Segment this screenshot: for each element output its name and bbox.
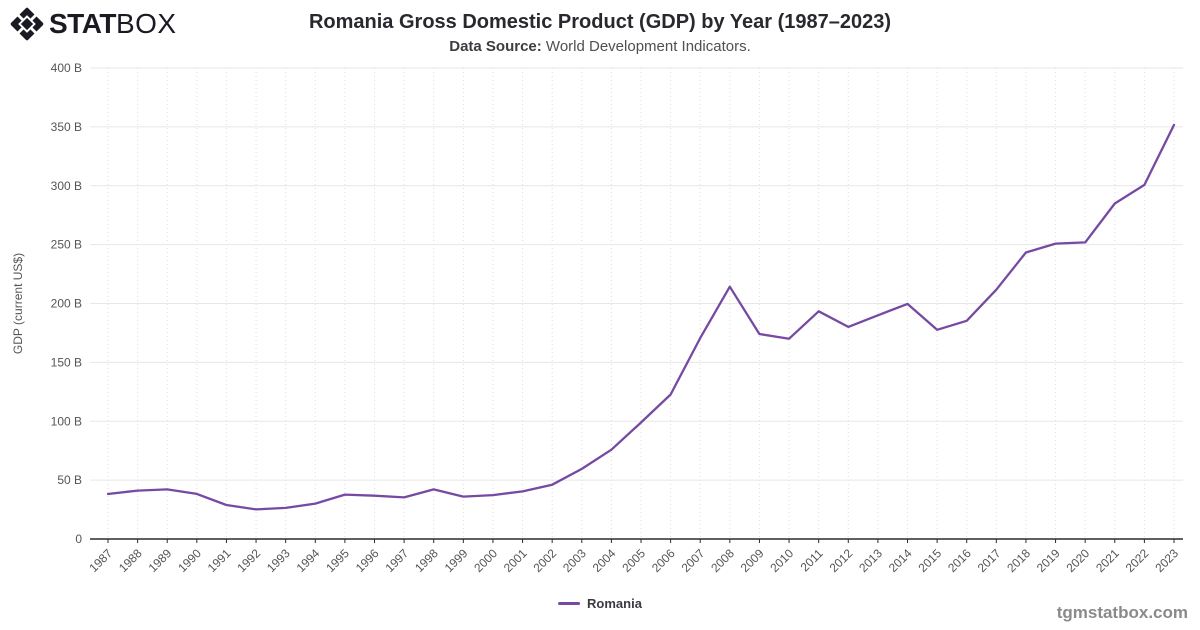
y-tick-label: 0	[75, 532, 82, 546]
subtitle-label: Data Source:	[449, 38, 542, 55]
x-tick-label: 2019	[1034, 546, 1063, 575]
x-tick-label: 2002	[531, 546, 560, 575]
legend-line-swatch	[558, 602, 581, 605]
x-tick-label: 2020	[1064, 546, 1093, 575]
x-tick-label: 2016	[945, 546, 974, 575]
x-tick-label: 1997	[382, 546, 411, 575]
x-tick-label: 2007	[679, 546, 708, 575]
statbox-logo-text: STATBOX	[49, 7, 177, 41]
x-tick-label: 2010	[767, 546, 796, 575]
x-tick-label: 1994	[294, 546, 323, 575]
x-tick-label: 2011	[798, 546, 826, 574]
x-tick-label: 1998	[412, 546, 441, 575]
y-tick-label: 400 B	[51, 61, 82, 75]
y-tick-label: 300 B	[51, 179, 82, 193]
x-tick-label: 2014	[886, 546, 915, 575]
x-tick-label: 1999	[442, 546, 471, 575]
y-tick-label: 150 B	[51, 355, 82, 369]
logo-box-text: BOX	[115, 8, 177, 39]
series-line-romania	[106, 123, 1176, 511]
x-tick-label: 2022	[1123, 546, 1152, 575]
x-tick-label: 2009	[738, 546, 767, 575]
x-tick-label: 2003	[560, 546, 589, 575]
x-tick-label: 2008	[708, 546, 737, 575]
logo-stat-text: STAT	[49, 8, 116, 39]
x-tick-label: 2000	[471, 546, 500, 575]
x-tick-label: 2005	[619, 546, 648, 575]
x-tick-label: 1996	[353, 546, 382, 575]
page-title: Romania Gross Domestic Product (GDP) by …	[308, 11, 892, 33]
x-tick-label: 2021	[1093, 546, 1122, 575]
x-tick-label: 1992	[234, 546, 263, 575]
x-tick-label: 2017	[975, 546, 1004, 575]
x-tick-label: 2012	[827, 546, 856, 575]
x-tick-label: 2015	[915, 546, 944, 575]
x-tick-label: 1991	[205, 546, 234, 575]
subtitle-text: World Development Indicators.	[541, 38, 751, 55]
x-tick-label: 2023	[1152, 546, 1181, 575]
x-tick-label: 1988	[116, 546, 145, 575]
x-tick-label: 2006	[649, 546, 678, 575]
y-tick-label: 50 B	[57, 473, 82, 487]
x-tick-label: 1993	[264, 546, 293, 575]
x-tick-label: 2004	[590, 546, 619, 575]
chart-subtitle: Data Source: World Development Indicator…	[0, 38, 1200, 55]
x-tick-label: 1989	[146, 546, 175, 575]
y-axis-title: GDP (current US$)	[11, 253, 25, 354]
y-tick-label: 250 B	[51, 238, 82, 252]
header: Romania Gross Domestic Product (GDP) by …	[0, 0, 1200, 55]
y-tick-label: 100 B	[51, 414, 82, 428]
x-tick-label: 1995	[323, 546, 352, 575]
y-tick-label: 200 B	[51, 297, 82, 311]
statbox-logo: STATBOX	[10, 7, 177, 41]
x-tick-label: 1990	[175, 546, 204, 575]
x-tick-label: 1987	[86, 546, 115, 575]
x-tick-label: 2001	[501, 546, 530, 575]
x-tick-label: 2013	[856, 546, 885, 575]
watermark: tgmstatbox.com	[1056, 603, 1188, 622]
x-tick-label: 2018	[1004, 546, 1033, 575]
chart-legend: Romania	[558, 596, 642, 611]
y-tick-label: 350 B	[51, 120, 82, 134]
legend-series-label: Romania	[587, 596, 642, 611]
statbox-diamond-icon	[10, 7, 44, 41]
